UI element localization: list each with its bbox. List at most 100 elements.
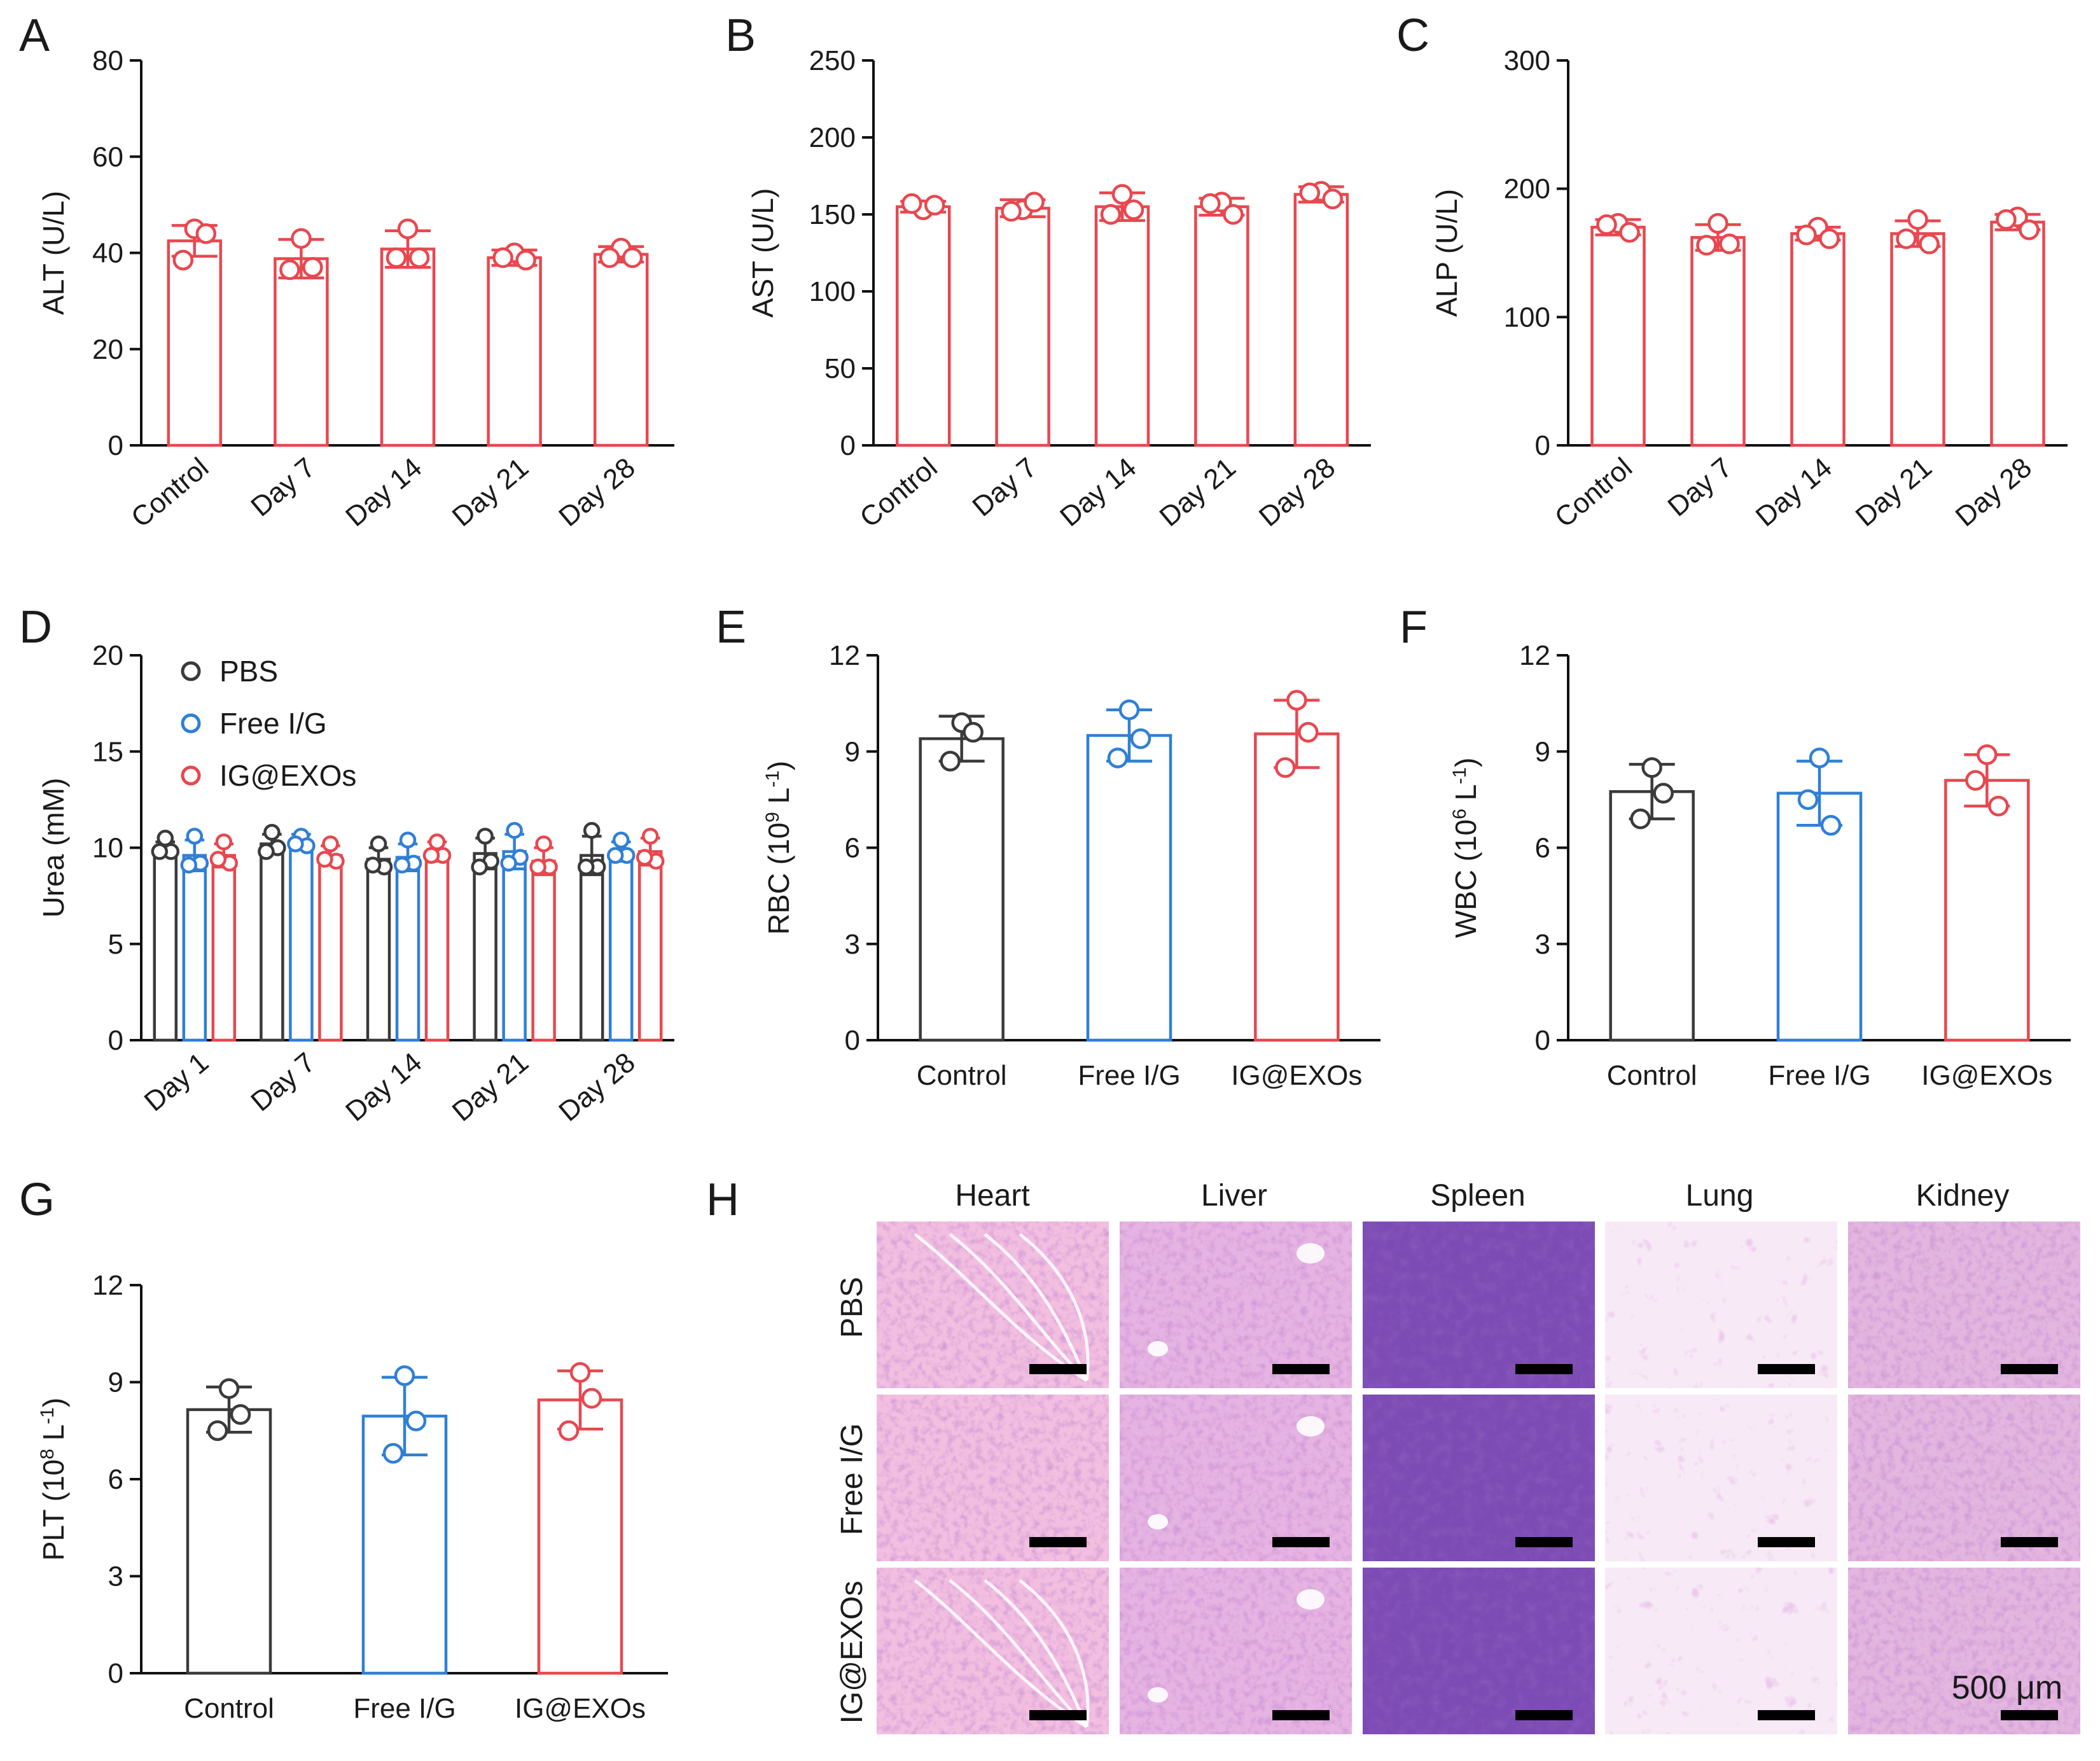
tissue-texture [1363, 1568, 1595, 1734]
histology-tile-spleen-pbs [1363, 1222, 1595, 1388]
data-point-day-28 [2019, 219, 2040, 240]
bar-day-7 [995, 207, 1050, 447]
y-tick-label: 0 [1535, 1025, 1550, 1056]
data-point-control [901, 193, 922, 214]
plt-bar-chart: 0 3 6 9 12 PLT (108 L-1) Control Free I/G IG@EXO… [37, 1270, 668, 1724]
vessel-lumen [1148, 1514, 1168, 1529]
data-point-day-28 [1299, 182, 1321, 204]
x-tick-label: Control [1607, 1060, 1697, 1091]
bar-pbs-day-1 [153, 846, 178, 1042]
bar-day-14 [380, 247, 436, 447]
x-tick-label: Day 21 [447, 1047, 534, 1127]
data-point-day-21 [1919, 233, 1940, 254]
x-tick-label: Day 14 [340, 1047, 428, 1127]
x-tick-label: Control [854, 452, 943, 534]
data-point-ig-exos [569, 1362, 591, 1383]
x-tick-label: Day 1 [139, 1047, 215, 1117]
bar-pbs-day-7 [260, 842, 284, 1042]
bar-day-7 [274, 257, 329, 447]
data-point-free-i-g [1809, 748, 1830, 769]
data-point-day-14 [397, 218, 419, 239]
data-point-day-28 [1996, 209, 2017, 230]
x-tick-label: Free I/G [1768, 1060, 1870, 1091]
y-tick-label: 9 [108, 1367, 123, 1398]
data-point-pbs-day-21 [471, 858, 488, 875]
scale-bar [1515, 1364, 1573, 1374]
data-point-day-14 [1819, 228, 1840, 249]
organ-label-liver: Liver [1201, 1179, 1267, 1213]
bar-free-i-g-day-14 [395, 856, 421, 1042]
row-label-ig-exos: IG@EXOs [835, 1581, 869, 1724]
vessel-lumen [1297, 1416, 1325, 1437]
bar-control [895, 205, 951, 447]
data-point-day-21 [492, 247, 513, 268]
histology-tile-spleen-free-i-g [1363, 1395, 1595, 1561]
scale-bar [1272, 1364, 1330, 1374]
y-tick-label: 3 [845, 929, 860, 960]
x-tick-label: Day 28 [553, 452, 641, 532]
legend-marker-free-ig [181, 713, 201, 734]
urea-grouped-bar-chart: PBS Free I/G IG@EXOs 0 5 10 15 20 Urea (mM) Da… [37, 640, 674, 1127]
vessel-lumen [1297, 1243, 1325, 1263]
x-tick-label: Day 7 [1662, 452, 1738, 522]
histology-tile-kidney-free-i-g [1848, 1395, 2080, 1561]
bar-ig-exos [537, 1398, 623, 1675]
bar-day-28 [1293, 193, 1349, 447]
y-tick-label: 12 [92, 1270, 123, 1301]
y-tick-label: 200 [809, 122, 856, 153]
y-axis-title: AST (U/L) [746, 188, 779, 318]
bar-day-28 [593, 253, 649, 447]
data-point-pbs-day-7 [258, 843, 275, 860]
y-tick-label: 100 [1504, 302, 1550, 333]
data-point-day-21 [1896, 228, 1917, 249]
bar-control [1609, 790, 1695, 1042]
muscle-fiber-gap [1019, 1233, 1090, 1381]
y-tick-label: 12 [1519, 640, 1550, 671]
histology-tile-lung-ig-exos [1605, 1568, 1837, 1734]
y-tick-label: 10 [92, 833, 123, 864]
y-axis-title: Urea (mM) [37, 778, 70, 918]
panel-letter-f: F [1400, 602, 1428, 653]
data-point-pbs-day-28 [577, 858, 595, 875]
scale-bar [1758, 1364, 1815, 1374]
scale-bar [1515, 1710, 1573, 1720]
bar-pbs-day-28 [579, 854, 604, 1042]
data-point-day-7 [1719, 233, 1740, 254]
data-point-ig-exos [1977, 744, 1998, 765]
y-tick-label: 0 [1535, 430, 1550, 461]
bar-control [167, 239, 223, 447]
tissue-texture [1848, 1395, 2080, 1561]
vessel-lumen [1297, 1589, 1325, 1610]
histology-grid: Heart Liver Spleen Lung Kidney PBS Free … [835, 1179, 2080, 1734]
organ-label-lung: Lung [1686, 1179, 1754, 1213]
scale-bar [1272, 1537, 1330, 1547]
data-point-free-i-g [382, 1443, 404, 1464]
bar-day-14 [1094, 205, 1150, 447]
data-point-day-7 [302, 256, 323, 278]
bar-pbs-day-14 [366, 858, 391, 1042]
tissue-texture [1605, 1222, 1837, 1388]
data-point-control [1630, 808, 1651, 830]
bar-free-i-g [1776, 791, 1863, 1042]
bar-day-28 [1990, 220, 2045, 447]
tissue-texture [1363, 1395, 1595, 1561]
data-point-control [940, 751, 961, 772]
x-tick-label: IG@EXOs [515, 1693, 646, 1724]
histology-tile-heart-ig-exos [877, 1568, 1109, 1734]
tissue-texture [1605, 1568, 1837, 1734]
x-tick-label: Free I/G [353, 1693, 455, 1724]
urea-legend: PBS Free I/G IG@EXOs [181, 655, 356, 792]
data-point-free-i-g [405, 1410, 427, 1431]
data-point-ig-exos-day-1 [209, 851, 227, 868]
bar-control [919, 737, 1005, 1042]
tissue-texture [1848, 1222, 2080, 1388]
x-tick-label: Day 21 [447, 452, 534, 532]
data-point-pbs-day-28 [583, 822, 601, 839]
panel-letter-g: G [19, 1174, 55, 1225]
data-point-ig-exos [1965, 770, 1986, 791]
x-tick-label: Control [917, 1060, 1007, 1091]
data-point-pbs-day-1 [151, 843, 169, 860]
tissue-texture [1605, 1395, 1837, 1561]
y-tick-label: 12 [829, 640, 860, 671]
histology-tile-liver-ig-exos [1120, 1568, 1352, 1734]
